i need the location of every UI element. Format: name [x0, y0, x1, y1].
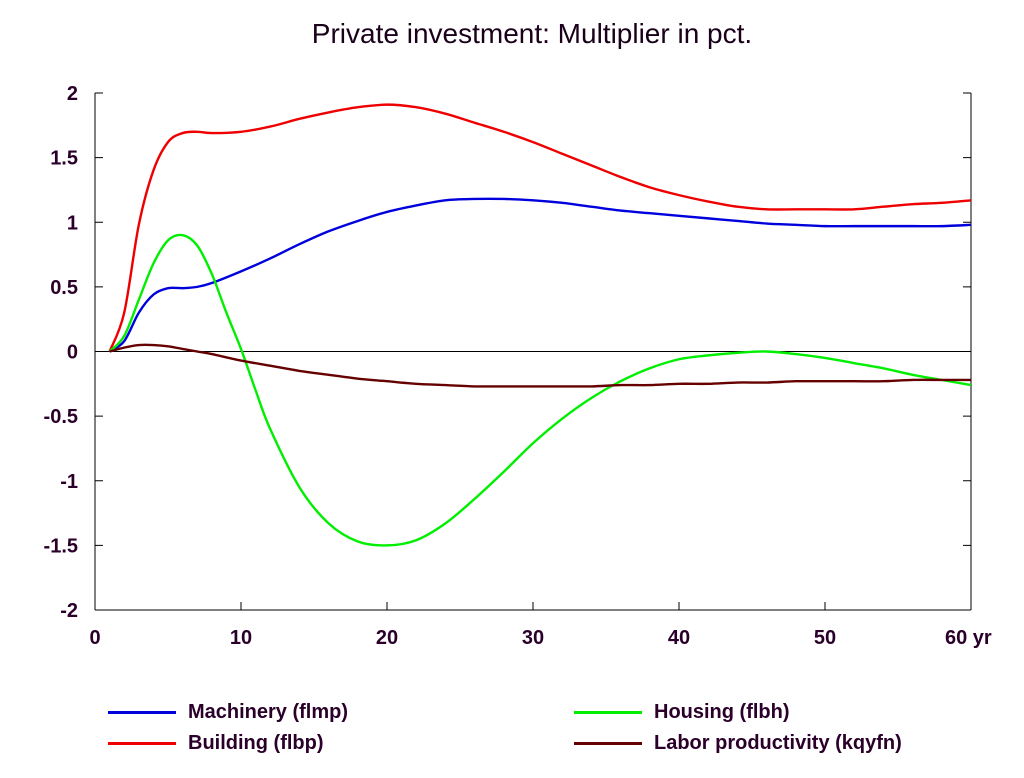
legend-label-machinery: Machinery (flmp) [188, 700, 349, 723]
legend-swatch-labor-productivity [574, 741, 642, 745]
x-tick-label: 60 yr [945, 627, 992, 649]
x-tick-label: 40 [668, 627, 690, 649]
legend-label-labor-productivity: Labor productivity (kqyfn) [654, 731, 902, 754]
y-tick-label: -1.5 [44, 535, 78, 557]
x-tick-label: 10 [230, 627, 252, 649]
x-tick-label: 30 [522, 627, 544, 649]
chart-title: Private investment: Multiplier in pct. [311, 18, 753, 49]
y-tick-label: -1 [60, 471, 78, 493]
y-tick-label: 0.5 [50, 277, 78, 299]
legend-swatch-housing [574, 710, 642, 714]
series-line-labor-productivity [109, 343, 971, 388]
legend-item-machinery: Machinery (flmp) [108, 699, 348, 725]
legend-item-labor-productivity: Labor productivity (kqyfn) [574, 730, 902, 756]
legend-item-housing: Housing (flbh) [574, 699, 790, 725]
x-tick-label: 0 [89, 627, 100, 649]
x-tick-label: 50 [814, 627, 836, 649]
y-tick-label: 1.5 [50, 148, 78, 170]
legend-label-building: Building (flbp) [188, 731, 324, 754]
y-tick-label: -0.5 [44, 406, 78, 428]
series-line-machinery [108, 197, 972, 353]
y-tick-label: 1 [67, 212, 78, 234]
y-tick-label: -2 [60, 600, 78, 622]
series-line-building [108, 103, 972, 352]
y-tick-label: 2 [67, 83, 78, 105]
legend-item-building: Building (flbp) [108, 730, 324, 756]
x-tick-label: 20 [376, 627, 398, 649]
y-tick-label: 0 [67, 342, 78, 364]
legend-swatch-building [108, 741, 176, 745]
series-line-housing [108, 233, 972, 547]
legend-swatch-machinery [108, 710, 176, 714]
legend-label-housing: Housing (flbh) [654, 700, 790, 723]
